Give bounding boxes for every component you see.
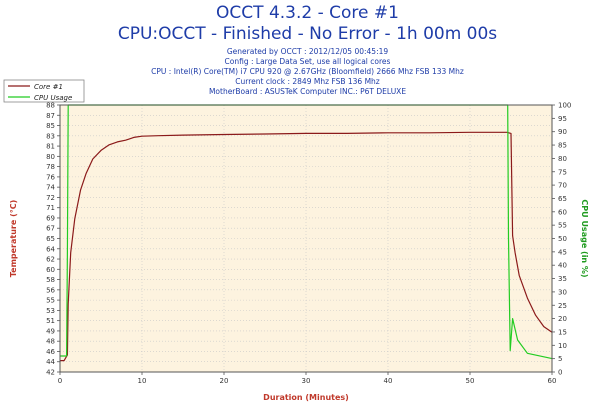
y2-tick-label: 70 — [558, 182, 567, 190]
y2-tick-label: 75 — [558, 168, 567, 176]
y2-tick-label: 15 — [558, 328, 567, 336]
y-tick-label: 87 — [46, 112, 55, 120]
y2-tick-label: 65 — [558, 195, 567, 203]
y2-tick-label: 10 — [558, 342, 567, 350]
series-group — [60, 104, 553, 362]
y2-tick-label: 30 — [558, 288, 567, 296]
y-tick-label: 71 — [46, 204, 55, 212]
y-tick-label: 65 — [46, 235, 55, 243]
y-tick-label: 81 — [46, 143, 55, 151]
y2-axis-label: CPU Usage (in %) — [580, 199, 589, 277]
y-tick-label: 72 — [46, 194, 55, 202]
y-tick-label: 56 — [46, 286, 55, 294]
info-clock: Current clock : 2849 Mhz FSB 136 Mhz — [235, 77, 380, 86]
y-tick-label: 44 — [46, 358, 55, 366]
y-tick-label: 55 — [46, 297, 55, 305]
y-tick-label: 58 — [46, 276, 55, 284]
y2-tick-label: 20 — [558, 315, 567, 323]
x-tick-label: 60 — [548, 377, 557, 385]
y2-tick-label: 100 — [558, 102, 571, 110]
gridlines — [59, 104, 553, 373]
x-tick-label: 10 — [138, 377, 147, 385]
x-tick-label: 50 — [466, 377, 475, 385]
y-tick-label: 85 — [46, 122, 55, 130]
y2-tick-label: 50 — [558, 235, 567, 243]
y-axis-ticks: 42 44 46 48 49 51 53 55 56 58 60 62 64 65 67 69 71 72 74 76… — [46, 102, 60, 377]
y-tick-label: 51 — [46, 317, 55, 325]
y2-tick-label: 45 — [558, 248, 567, 256]
y2-tick-label: 80 — [558, 155, 567, 163]
y2-tick-label: 40 — [558, 262, 567, 270]
plot-border — [59, 104, 553, 373]
chart-subtitle: CPU:OCCT - Finished - No Error - 1h 00m … — [117, 24, 498, 44]
chart-title: OCCT 4.3.2 - Core #1 — [216, 3, 399, 23]
y2-tick-label: 25 — [558, 302, 567, 310]
legend: Core #1 CPU Usage — [3, 79, 85, 103]
y-tick-label: 62 — [46, 256, 55, 264]
y-tick-label: 53 — [46, 307, 55, 315]
y-tick-label: 60 — [46, 266, 55, 274]
y-tick-label: 76 — [46, 173, 55, 181]
y-tick-label: 64 — [46, 245, 55, 253]
x-tick-label: 20 — [220, 377, 229, 385]
y-tick-label: 83 — [46, 132, 55, 140]
y2-tick-label: 0 — [558, 369, 562, 377]
y-tick-label: 48 — [46, 338, 55, 346]
info-cpu: CPU : Intel(R) Core(TM) i7 CPU 920 @ 2.6… — [151, 67, 464, 76]
y-tick-label: 88 — [46, 102, 55, 110]
y-axis-label: Temperature (°C) — [9, 200, 18, 278]
y-tick-label: 69 — [46, 214, 55, 222]
series-line-cpu-usage — [60, 104, 553, 360]
y-tick-label: 42 — [46, 369, 55, 377]
legend-label-core1: Core #1 — [34, 83, 63, 91]
x-tick-label: 0 — [58, 377, 62, 385]
y-tick-label: 78 — [46, 163, 55, 171]
series-line-core1 — [60, 131, 553, 362]
x-axis-ticks: 0 10 20 30 40 50 60 — [58, 372, 557, 385]
y2-axis-ticks: 0 5 10 15 20 25 30 35 40 45 50 55 60 65 70 75 80 85 90 95 10… — [552, 102, 571, 377]
y-tick-label: 80 — [46, 153, 55, 161]
y-tick-label: 49 — [46, 327, 55, 335]
info-motherboard: MotherBoard : ASUSTeK Computer INC.: P6T… — [208, 87, 407, 96]
y2-tick-label: 35 — [558, 275, 567, 283]
y2-tick-label: 95 — [558, 115, 567, 123]
legend-label-cpu-usage: CPU Usage — [34, 94, 72, 102]
y-tick-label: 67 — [46, 225, 55, 233]
y-tick-label: 46 — [46, 348, 55, 356]
x-axis-label: Duration (Minutes) — [263, 393, 349, 402]
y2-tick-label: 55 — [558, 222, 567, 230]
x-tick-label: 30 — [302, 377, 311, 385]
y2-tick-label: 5 — [558, 355, 562, 363]
y2-tick-label: 90 — [558, 128, 567, 136]
y2-tick-label: 85 — [558, 142, 567, 150]
y2-tick-label: 60 — [558, 208, 567, 216]
y-tick-label: 74 — [46, 184, 55, 192]
info-generated: Generated by OCCT : 2012/12/05 00:45:19 — [226, 47, 389, 56]
info-config: Config : Large Data Set, use all logical… — [224, 57, 391, 66]
x-tick-label: 40 — [384, 377, 393, 385]
